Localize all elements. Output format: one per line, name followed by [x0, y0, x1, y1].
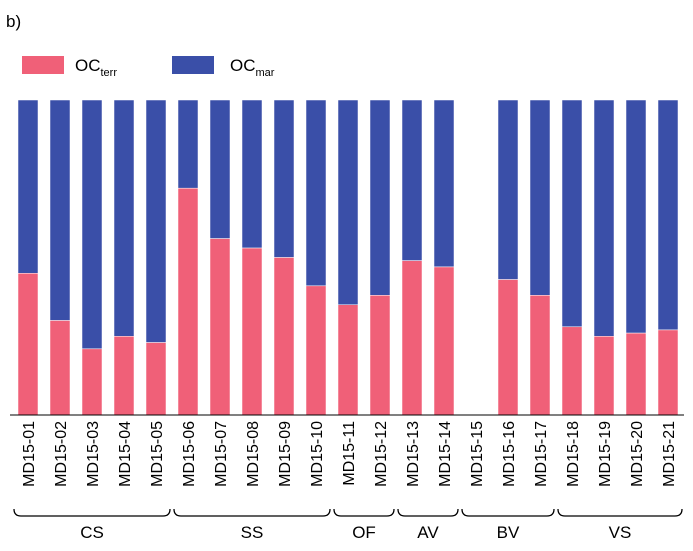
x-tick-label: MD15-02: [53, 421, 70, 487]
group-bracket-of: [333, 508, 395, 517]
group-bracket-cs: [13, 508, 171, 517]
bar-mar-md15-11: [337, 99, 359, 305]
group-bracket-bv: [461, 508, 555, 517]
bar-mar-md15-08: [241, 99, 263, 249]
bar-mar-md15-10: [305, 99, 327, 287]
x-tick-label: MD15-10: [309, 421, 326, 487]
x-tick-label: MD15-04: [117, 421, 134, 487]
x-tick-label: MD15-01: [21, 421, 38, 487]
bar-mar-md15-07: [209, 99, 231, 239]
bar-terr-md15-09: [273, 257, 295, 416]
bar-mar-md15-14: [433, 99, 455, 268]
bar-mar-md15-06: [177, 99, 199, 189]
x-tick-label: MD15-14: [437, 421, 454, 487]
bar-mar-md15-04: [113, 99, 135, 337]
x-tick-label: MD15-13: [405, 421, 422, 487]
group-label-av: AV: [417, 523, 439, 542]
group-label-vs: VS: [609, 523, 632, 542]
bar-mar-md15-09: [273, 99, 295, 258]
legend-label-mar: OCmar: [230, 56, 275, 79]
bar-mar-md15-12: [369, 99, 391, 296]
plot-area: MD15-01 MD15-02 MD15-03 MD15-04 MD15-05 MD15-…: [10, 99, 684, 542]
bar-mar-md15-02: [49, 99, 71, 321]
bar-terr-md15-02: [49, 320, 71, 416]
bar-terr-md15-01: [17, 273, 39, 416]
bar-terr-md15-16: [497, 279, 519, 416]
legend-swatch-terr: [22, 56, 64, 74]
bar-mar-md15-21: [657, 99, 679, 331]
group-bracket-ss: [173, 508, 331, 517]
x-tick-label: MD15-19: [597, 421, 614, 487]
bar-terr-md15-14: [433, 266, 455, 416]
legend: OCterr OCmar: [22, 56, 275, 79]
x-tick-label: MD15-21: [661, 421, 678, 487]
bar-terr-md15-19: [593, 336, 615, 416]
panel-label: b): [6, 12, 21, 31]
legend-label-terr: OCterr: [75, 56, 117, 79]
x-tick-label: MD15-18: [565, 421, 582, 487]
bar-mar-md15-01: [17, 99, 39, 274]
x-tick-label: MD15-15: [469, 421, 486, 487]
x-tick-label: MD15-17: [533, 421, 550, 487]
bar-terr-md15-06: [177, 187, 199, 416]
bar-terr-md15-20: [625, 332, 647, 416]
x-tick-label: MD15-08: [245, 421, 262, 487]
bar-terr-md15-10: [305, 285, 327, 416]
bar-mar-md15-05: [145, 99, 167, 343]
x-tick-label: MD15-09: [277, 421, 294, 487]
bar-terr-md15-18: [561, 326, 583, 416]
bar-terr-md15-04: [113, 336, 135, 416]
bar-terr-md15-21: [657, 329, 679, 416]
bar-terr-md15-11: [337, 304, 359, 416]
group-label-of: OF: [352, 523, 376, 542]
x-tick-label: MD15-07: [213, 421, 230, 487]
x-tick-label: MD15-03: [85, 421, 102, 487]
group-bracket-av: [397, 508, 459, 517]
bar-terr-md15-08: [241, 247, 263, 416]
bar-mar-md15-20: [625, 99, 647, 334]
bar-mar-md15-16: [497, 99, 519, 280]
bar-terr-md15-07: [209, 238, 231, 416]
group-label-bv: BV: [497, 523, 520, 542]
group-bracket-vs: [557, 508, 683, 517]
bar-mar-md15-03: [81, 99, 103, 350]
x-tick-label: MD15-16: [501, 421, 518, 487]
bar-mar-md15-18: [561, 99, 583, 328]
x-tick-label: MD15-06: [181, 421, 198, 487]
x-tick-label: MD15-05: [149, 421, 166, 487]
legend-swatch-mar: [172, 56, 214, 74]
x-tick-label: MD15-12: [373, 421, 390, 487]
x-tick-label: MD15-20: [629, 421, 646, 487]
bar-mar-md15-17: [529, 99, 551, 296]
bar-mar-md15-13: [401, 99, 423, 261]
group-label-ss: SS: [241, 523, 264, 542]
bar-terr-md15-13: [401, 260, 423, 416]
bar-terr-md15-05: [145, 342, 167, 416]
bar-terr-md15-03: [81, 348, 103, 416]
bar-terr-md15-17: [529, 295, 551, 416]
bar-terr-md15-12: [369, 295, 391, 416]
bar-mar-md15-19: [593, 99, 615, 337]
group-label-cs: CS: [80, 523, 104, 542]
x-tick-label: MD15-11: [341, 421, 358, 486]
